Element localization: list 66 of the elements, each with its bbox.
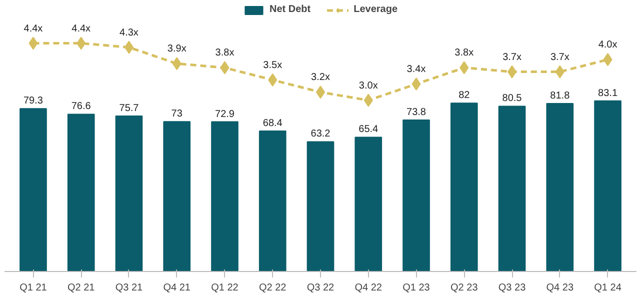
x-tick-label: Q4 22 [354, 282, 382, 294]
x-tick-label: Q3 23 [498, 282, 526, 294]
data-label: 68.4 [262, 118, 283, 130]
data-label: 3.5x [263, 60, 282, 71]
bar [354, 136, 382, 272]
data-label: 81.8 [550, 90, 570, 102]
bar [20, 108, 47, 272]
data-label: 72.9 [215, 108, 235, 120]
bar [498, 106, 526, 272]
bar [594, 100, 622, 272]
data-label: 3.0x [358, 80, 378, 92]
bar [402, 119, 430, 272]
data-label: 63.2 [310, 128, 331, 140]
point [28, 36, 38, 50]
data-label: 73 [171, 108, 183, 120]
data-label: 80.5 [502, 93, 522, 104]
data-label: 82 [458, 90, 470, 102]
x-tick-label: Q3 22 [306, 282, 335, 294]
data-label: 75.7 [119, 103, 140, 114]
data-label: 79.3 [23, 96, 44, 107]
data-label: 3.8x [215, 48, 234, 59]
data-label: 3.7x [550, 52, 570, 63]
x-tick-label: Q4 23 [546, 282, 574, 294]
point [460, 61, 469, 74]
data-label: 3.4x [406, 64, 426, 76]
data-label: 65.4 [358, 124, 379, 136]
x-tick-label: Q1 24 [594, 282, 622, 294]
point [508, 65, 517, 78]
data-label: 4.4x [72, 23, 91, 34]
point [220, 61, 230, 74]
data-label: 73.8 [406, 106, 426, 118]
x-tick-label: Q3 21 [115, 282, 144, 294]
x-tick-label: Q1 21 [20, 282, 48, 294]
legend-label: Leverage [354, 4, 398, 15]
x-tick-label: Q1 22 [211, 282, 239, 294]
data-label: 3.2x [311, 72, 330, 84]
data-label: 4.0x [598, 40, 618, 51]
legend-label: Net Debt [269, 4, 311, 15]
bar [450, 102, 478, 272]
data-label: 3.9x [167, 44, 186, 55]
data-label: 4.4x [24, 23, 43, 34]
point [412, 78, 421, 91]
bar [258, 130, 286, 272]
bar [163, 121, 191, 272]
x-tick-label: Q1 23 [402, 282, 430, 294]
bar [67, 114, 95, 272]
point [268, 73, 278, 86]
point [603, 53, 612, 66]
x-tick-label: Q2 22 [259, 282, 287, 294]
point [76, 36, 86, 50]
data-label: 83.1 [598, 88, 618, 99]
x-tick-label: Q2 21 [67, 282, 96, 294]
bar [546, 103, 574, 272]
point [364, 94, 373, 107]
bar [211, 121, 238, 272]
bar [115, 116, 143, 272]
data-label: 3.7x [502, 52, 522, 63]
bar [306, 141, 334, 272]
point [555, 65, 564, 78]
data-label: 4.3x [120, 27, 138, 38]
x-tick-label: Q2 23 [450, 282, 478, 294]
data-label: 76.6 [71, 101, 92, 112]
data-label: 3.8x [454, 48, 474, 59]
x-tick-label: Q4 21 [163, 282, 191, 294]
point [124, 40, 134, 54]
point [172, 57, 182, 70]
